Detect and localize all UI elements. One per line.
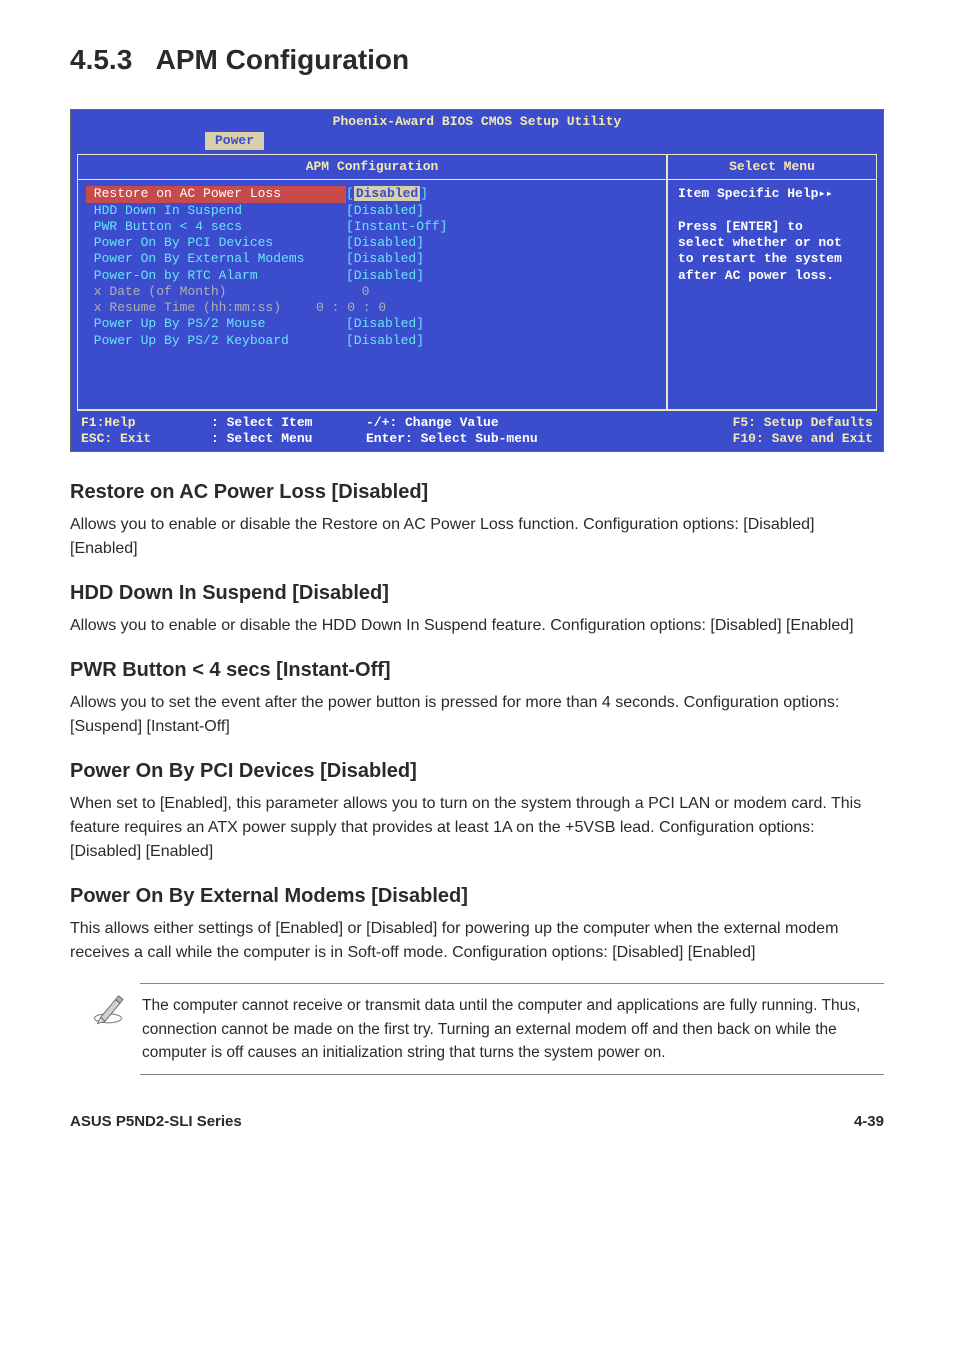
bios-key-f1: F1:Help bbox=[81, 415, 211, 431]
bios-setting-label: Power Up By PS/2 Keyboard bbox=[86, 333, 346, 349]
bios-setting-label: Power Up By PS/2 Mouse bbox=[86, 316, 346, 332]
bios-help-title: Item Specific Help▸▸ bbox=[678, 186, 868, 202]
option-description: Allows you to enable or disable the HDD … bbox=[70, 614, 884, 638]
bios-help-line: to restart the system bbox=[678, 251, 868, 267]
section-number: 4.5.3 bbox=[70, 44, 132, 75]
bios-setting-label: Power On By External Modems bbox=[86, 251, 346, 267]
bios-screenshot: Phoenix-Award BIOS CMOS Setup Utility Po… bbox=[70, 109, 884, 453]
bios-right-title: Select Menu bbox=[668, 155, 876, 180]
bios-key-esc: ESC: Exit bbox=[81, 431, 211, 447]
bios-setting-value: [Disabled] bbox=[346, 203, 424, 219]
bios-setting-row: Power On By External Modems[Disabled] bbox=[86, 251, 658, 267]
pencil-icon bbox=[90, 983, 140, 1075]
bios-key-enter: Enter: Select Sub-menu bbox=[366, 431, 703, 447]
bios-setting-row: HDD Down In Suspend[Disabled] bbox=[86, 203, 658, 219]
bios-setting-label: Power-On by RTC Alarm bbox=[86, 268, 346, 284]
bios-setting-label: x Resume Time (hh:mm:ss) bbox=[86, 300, 316, 316]
bios-setting-value: [Instant-Off] bbox=[346, 219, 447, 235]
option-description: This allows either settings of [Enabled]… bbox=[70, 917, 884, 965]
bios-key-leftright: : Select Menu bbox=[211, 431, 366, 447]
option-description: Allows you to set the event after the po… bbox=[70, 691, 884, 739]
option-heading: HDD Down In Suspend [Disabled] bbox=[70, 579, 884, 608]
bios-setting-row: Power-On by RTC Alarm[Disabled] bbox=[86, 268, 658, 284]
bios-setting-value: 0 bbox=[346, 284, 369, 300]
bios-tab-row: Power bbox=[71, 132, 883, 154]
option-description: Allows you to enable or disable the Rest… bbox=[70, 513, 884, 561]
section-name: APM Configuration bbox=[156, 44, 410, 75]
bios-setting-label: x Date (of Month) bbox=[86, 284, 346, 300]
option-description: When set to [Enabled], this parameter al… bbox=[70, 792, 884, 864]
footer-product: ASUS P5ND2-SLI Series bbox=[70, 1111, 242, 1133]
bios-setting-value: 0 : 0 : 0 bbox=[316, 300, 386, 316]
bios-help-line: Press [ENTER] to bbox=[678, 219, 868, 235]
bios-setting-row: x Date (of Month) 0 bbox=[86, 284, 658, 300]
note-text: The computer cannot receive or transmit … bbox=[140, 983, 884, 1075]
bios-top-title: Phoenix-Award BIOS CMOS Setup Utility bbox=[71, 110, 883, 132]
bios-key-plusminus: -/+: Change Value bbox=[366, 415, 703, 431]
right-arrow-icon: ▸▸ bbox=[818, 187, 832, 201]
option-heading: Power On By PCI Devices [Disabled] bbox=[70, 757, 884, 786]
bios-setting-label: HDD Down In Suspend bbox=[86, 203, 346, 219]
bios-help-line: select whether or not bbox=[678, 235, 868, 251]
bios-setting-value: [Disabled] bbox=[346, 235, 424, 251]
bios-setting-value: [Disabled] bbox=[346, 268, 424, 284]
bios-key-updown: : Select Item bbox=[211, 415, 366, 431]
page-footer: ASUS P5ND2-SLI Series 4-39 bbox=[70, 1111, 884, 1133]
bios-setting-value: [Disabled] bbox=[346, 186, 428, 202]
bios-setting-label: Power On By PCI Devices bbox=[86, 235, 346, 251]
option-heading: Power On By External Modems [Disabled] bbox=[70, 882, 884, 911]
bios-setting-row: Power On By PCI Devices[Disabled] bbox=[86, 235, 658, 251]
bios-setting-row: x Resume Time (hh:mm:ss)0 : 0 : 0 bbox=[86, 300, 658, 316]
note-block: The computer cannot receive or transmit … bbox=[70, 983, 884, 1075]
bios-key-f5: F5: Setup Defaults bbox=[703, 415, 873, 431]
option-heading: PWR Button < 4 secs [Instant-Off] bbox=[70, 656, 884, 685]
option-heading: Restore on AC Power Loss [Disabled] bbox=[70, 478, 884, 507]
bios-setting-row: Power Up By PS/2 Mouse[Disabled] bbox=[86, 316, 658, 332]
bios-setting-value-selected: Disabled bbox=[354, 186, 420, 201]
bios-footer: F1:Help ESC: Exit : Select Item : Select… bbox=[71, 411, 883, 452]
bios-left-title: APM Configuration bbox=[78, 155, 666, 180]
bios-setting-row: PWR Button < 4 secs[Instant-Off] bbox=[86, 219, 658, 235]
section-heading: 4.5.3 APM Configuration bbox=[70, 40, 884, 81]
bios-active-tab: Power bbox=[205, 132, 264, 150]
bios-setting-label: Restore on AC Power Loss bbox=[86, 186, 346, 202]
bios-setting-value: [Disabled] bbox=[346, 251, 424, 267]
bios-setting-value: [Disabled] bbox=[346, 316, 424, 332]
bios-setting-row: Power Up By PS/2 Keyboard[Disabled] bbox=[86, 333, 658, 349]
bios-setting-value: [Disabled] bbox=[346, 333, 424, 349]
bios-setting-row: Restore on AC Power Loss[Disabled] bbox=[86, 186, 658, 202]
footer-pagenum: 4-39 bbox=[854, 1111, 884, 1133]
bios-help-line: after AC power loss. bbox=[678, 268, 868, 284]
bios-setting-label: PWR Button < 4 secs bbox=[86, 219, 346, 235]
bios-left-panel: APM Configuration Restore on AC Power Lo… bbox=[77, 154, 667, 410]
bios-right-panel: Select Menu Item Specific Help▸▸ Press [… bbox=[667, 154, 877, 410]
bios-key-f10: F10: Save and Exit bbox=[703, 431, 873, 447]
